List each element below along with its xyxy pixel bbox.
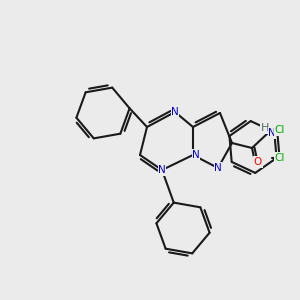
Text: Cl: Cl [275, 125, 285, 135]
Text: N: N [214, 163, 222, 173]
Text: N: N [268, 128, 276, 138]
Text: O: O [254, 157, 262, 167]
Text: H: H [261, 123, 269, 133]
Text: Cl: Cl [275, 153, 285, 163]
Text: N: N [158, 165, 166, 175]
Text: N: N [192, 150, 200, 160]
Text: N: N [171, 107, 179, 117]
